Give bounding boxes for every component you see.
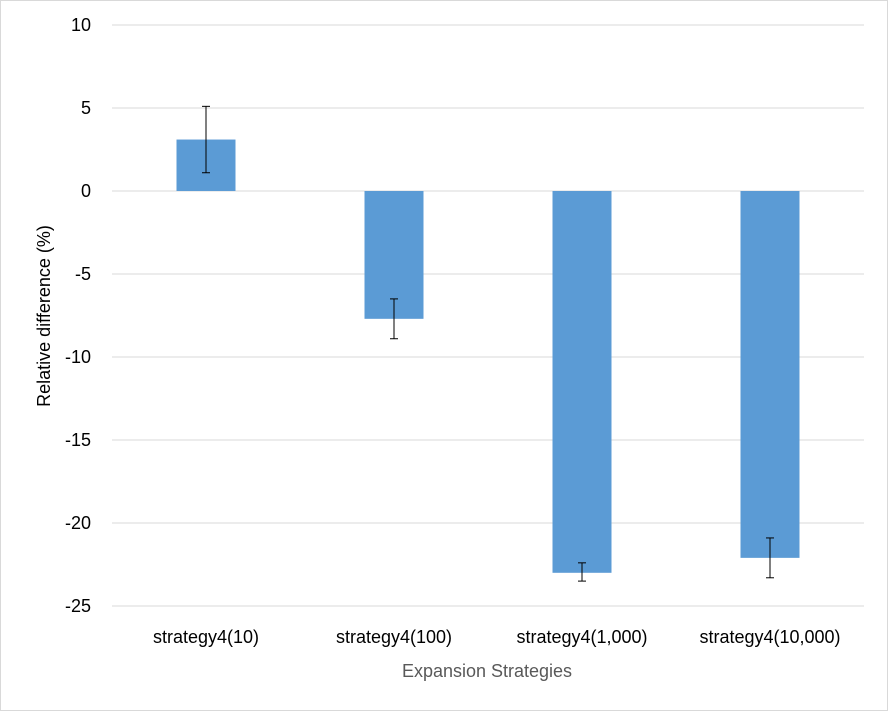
bar	[552, 191, 612, 573]
error-bar	[578, 562, 586, 582]
x-axis-title: Expansion Strategies	[402, 661, 572, 681]
y-tick-label: -25	[65, 596, 91, 616]
y-tick-label: 10	[71, 15, 91, 35]
bars	[176, 139, 800, 573]
y-tick-label: 5	[81, 98, 91, 118]
bar	[364, 191, 424, 319]
error-bar	[202, 105, 210, 174]
error-bar	[766, 537, 774, 579]
x-category-label: strategy4(100)	[336, 627, 452, 647]
y-tick-label: -5	[75, 264, 91, 284]
x-category-label: strategy4(10)	[153, 627, 259, 647]
y-tick-label: -15	[65, 430, 91, 450]
x-axis-categories: strategy4(10) strategy4(100) strategy4(1,0…	[153, 627, 841, 647]
x-category-label: strategy4(1,000)	[516, 627, 647, 647]
x-category-label: strategy4(10,000)	[699, 627, 840, 647]
bar	[740, 191, 800, 558]
gridlines	[112, 24, 864, 607]
y-tick-label: -10	[65, 347, 91, 367]
y-tick-label: 0	[81, 181, 91, 201]
y-tick-label: -20	[65, 513, 91, 533]
y-axis-ticks: 10 5 0 -5 -10 -15 -20 -25	[65, 15, 91, 616]
error-bar	[390, 298, 398, 340]
y-axis-title: Relative difference (%)	[34, 225, 54, 407]
error-bars	[202, 105, 774, 582]
